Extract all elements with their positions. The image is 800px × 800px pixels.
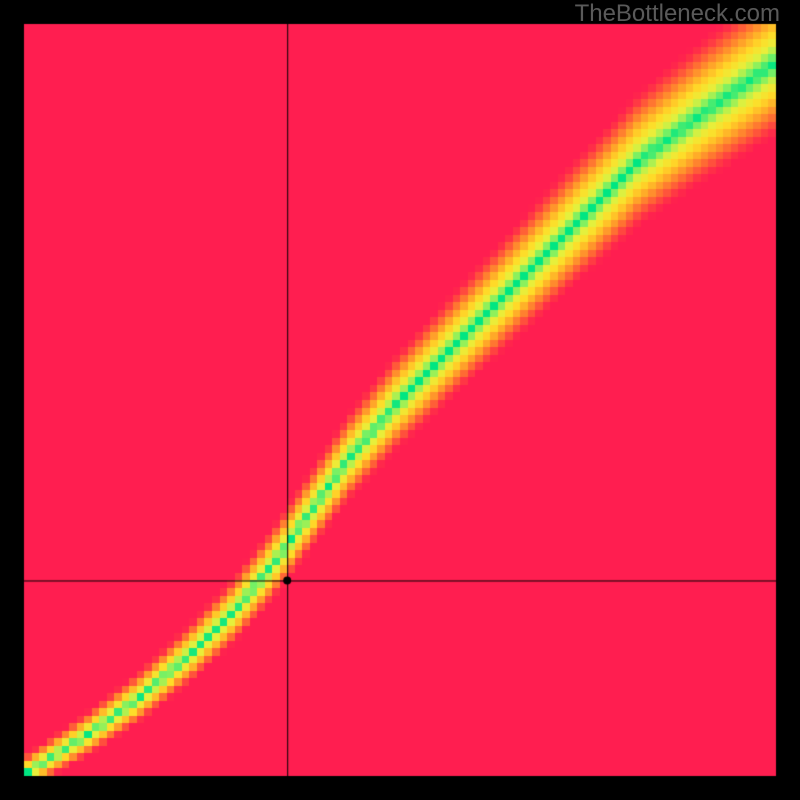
heatmap-canvas — [0, 0, 800, 800]
chart-container: TheBottleneck.com — [0, 0, 800, 800]
watermark-label: TheBottleneck.com — [575, 0, 780, 28]
